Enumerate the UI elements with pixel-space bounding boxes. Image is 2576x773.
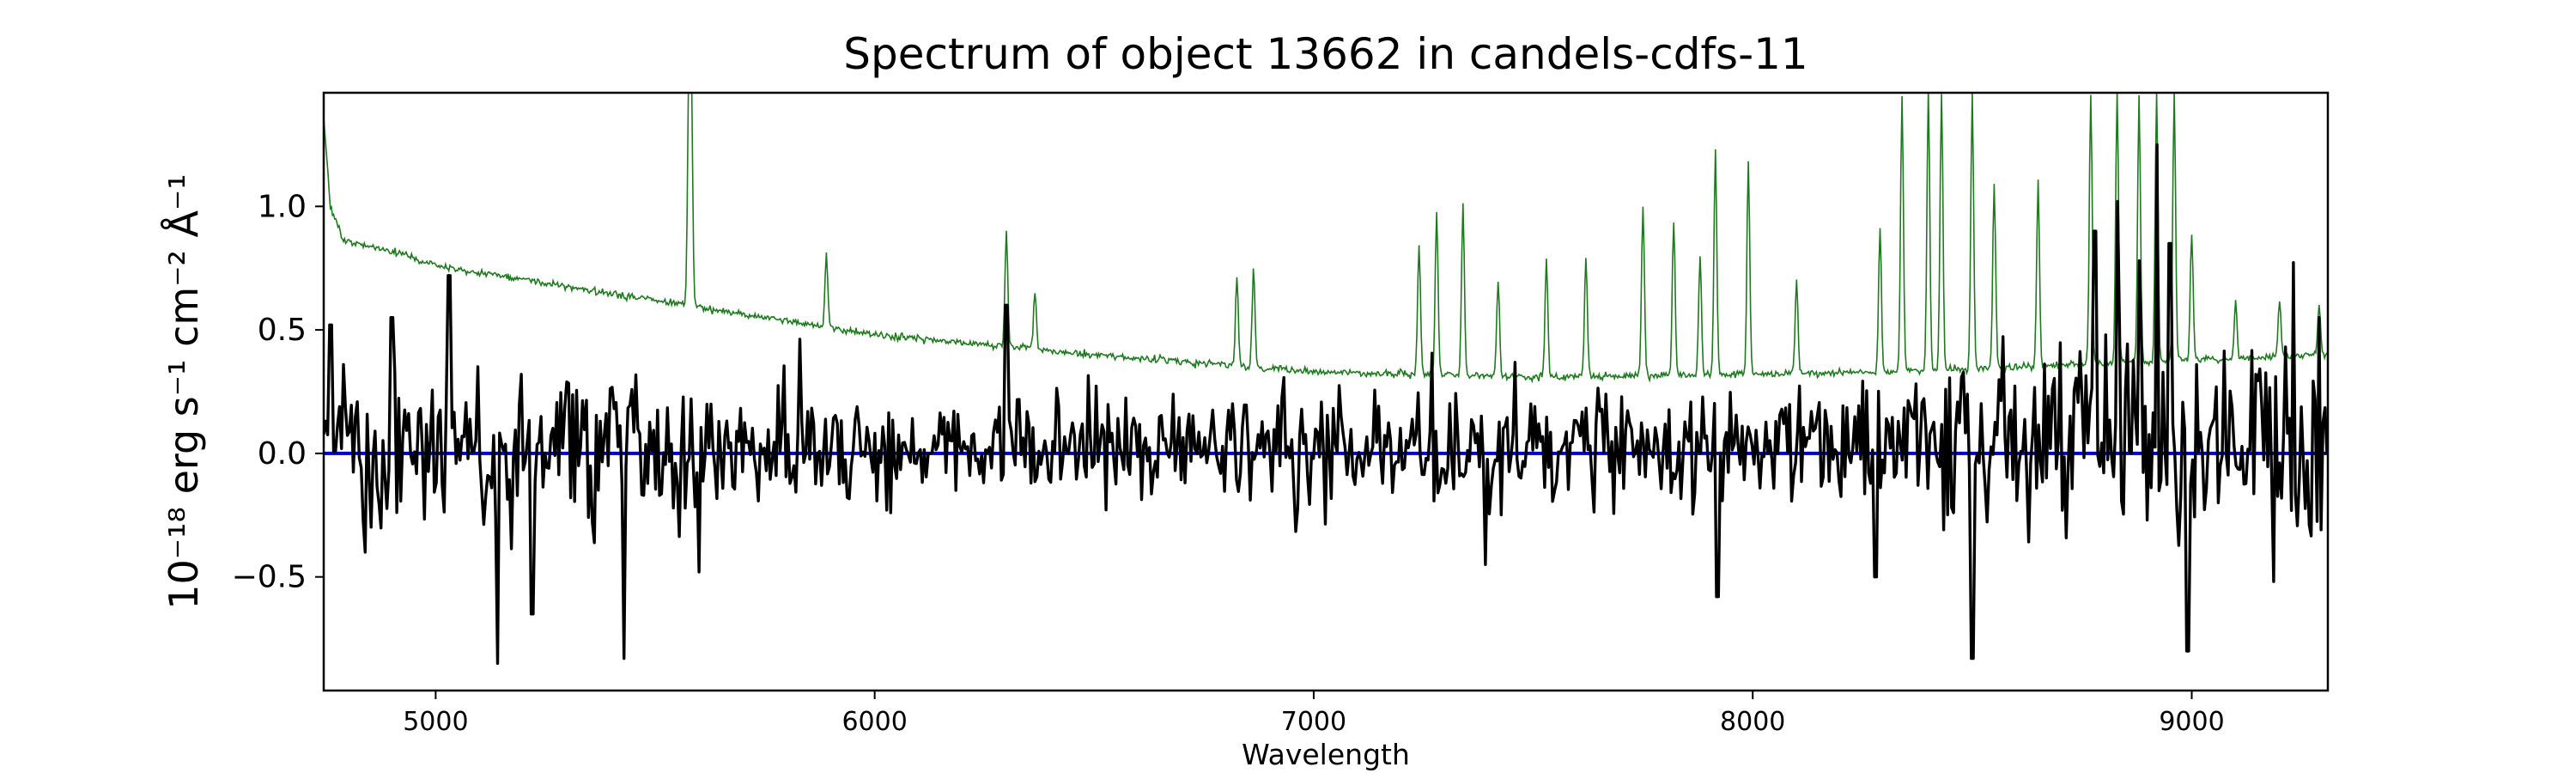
flux-spectrum-line — [324, 143, 2328, 666]
x-tick-label: 7000 — [1281, 707, 1346, 737]
y-axis-label: 10⁻¹⁸ erg s⁻¹ cm⁻² Å⁻¹ — [161, 173, 207, 609]
x-axis: 5000 6000 7000 8000 9000 — [403, 691, 2225, 737]
chart-title: Spectrum of object 13662 in candels-cdfs… — [843, 29, 1808, 79]
y-tick-label: −0.5 — [232, 560, 307, 595]
y-tick-label: 1.0 — [258, 189, 307, 224]
error-spectrum-line — [324, 93, 2328, 384]
plot-frame — [322, 91, 2330, 692]
x-axis-label: Wavelength — [1242, 738, 1410, 771]
y-axis: −0.5 0.0 0.5 1.0 — [232, 189, 324, 595]
x-tick-label: 6000 — [841, 707, 907, 737]
x-tick-label: 9000 — [2159, 707, 2224, 737]
x-tick-label: 5000 — [403, 707, 468, 737]
x-tick-label: 8000 — [1720, 707, 1785, 737]
y-tick-label: 0.5 — [258, 313, 307, 348]
y-tick-label: 0.0 — [258, 436, 307, 472]
plot-area — [324, 93, 2328, 666]
